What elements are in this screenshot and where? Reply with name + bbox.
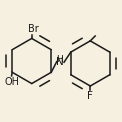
Text: Br: Br (28, 24, 38, 34)
Text: N: N (56, 57, 64, 67)
Text: OH: OH (4, 77, 19, 86)
Text: H: H (56, 55, 63, 64)
Text: F: F (87, 91, 93, 101)
